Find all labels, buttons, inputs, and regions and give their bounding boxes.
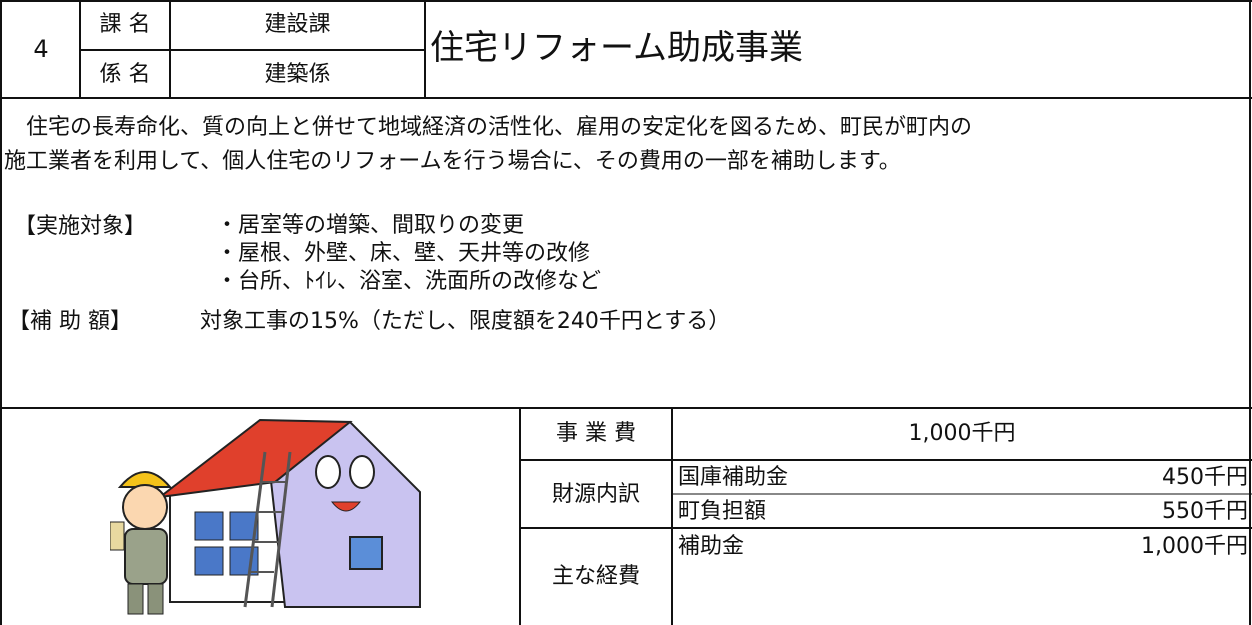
budget-value: 1,000千円 xyxy=(908,421,1016,446)
title: 住宅リフォーム助成事業 xyxy=(430,28,803,68)
item-number: 4 xyxy=(33,35,49,63)
field-value: 建築係 xyxy=(264,62,331,87)
targets-label: 【実施対象】 xyxy=(14,214,147,239)
field-label: 課 名 xyxy=(99,12,151,37)
funding-name: 国庫補助金 xyxy=(678,465,789,490)
target-item: ・居室等の増築、間取りの変更 xyxy=(216,213,525,238)
budget-label: 財源内訳 xyxy=(551,482,640,507)
description-line: 住宅の長寿命化、質の向上と併せて地域経済の活性化、雇用の安定化を図るため、町民が… xyxy=(4,115,973,140)
field-value: 建設課 xyxy=(264,12,331,37)
budget-label: 主な経費 xyxy=(551,564,640,589)
funding-amount: 550千円 xyxy=(1162,499,1248,524)
subsidy-text: 対象工事の15%（ただし、限度額を240千円とする） xyxy=(200,309,731,334)
subsidy-label: 【補 助 額】 xyxy=(8,309,132,334)
expense-name: 補助金 xyxy=(678,534,745,559)
description-line: 施工業者を利用して、個人住宅のリフォームを行う場合に、その費用の一部を補助します… xyxy=(4,149,901,174)
illustration xyxy=(110,418,421,615)
funding-amount: 450千円 xyxy=(1162,465,1248,490)
target-item: ・屋根、外壁、床、壁、天井等の改修 xyxy=(216,241,591,266)
expense-amount: 1,000千円 xyxy=(1141,534,1248,559)
funding-name: 町負担額 xyxy=(678,499,767,524)
budget-label: 事 業 費 xyxy=(556,421,636,446)
target-item: ・台所、ﾄｲﾚ、浴室、洗面所の改修など xyxy=(216,269,602,294)
field-label: 係 名 xyxy=(99,62,151,87)
